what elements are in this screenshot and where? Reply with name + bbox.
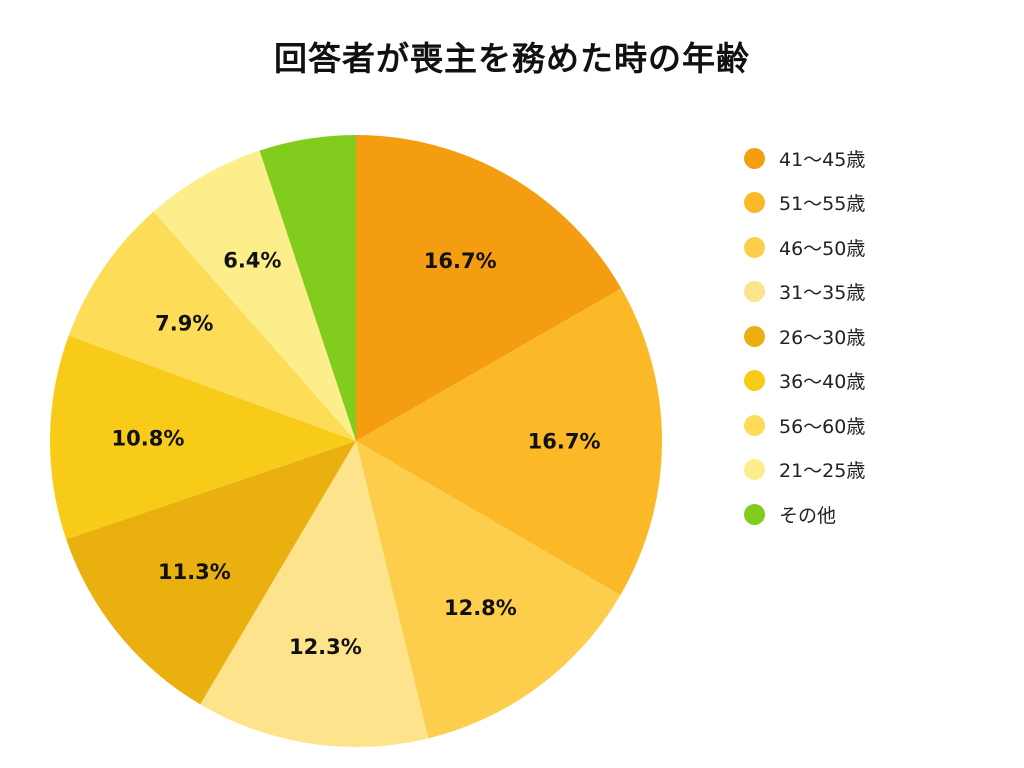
pie-slice: [259, 135, 356, 441]
legend-swatch-icon: [744, 370, 765, 392]
legend: 41〜45歳 51〜55歳 46〜50歳 31〜35歳 26〜30歳 36〜40歳 56〜6…: [744, 136, 865, 537]
pie-slice: [49, 335, 356, 540]
legend-swatch-icon: [744, 414, 765, 436]
slice-label: 16.7%: [528, 430, 601, 454]
legend-item: 36〜40歳: [744, 359, 865, 404]
pie-slice: [200, 441, 429, 748]
legend-swatch-icon: [744, 459, 765, 481]
legend-swatch-icon: [744, 281, 765, 303]
slice-label: 11.3%: [158, 560, 231, 584]
legend-label: 31〜35歳: [779, 282, 866, 305]
legend-item: 26〜30歳: [744, 314, 865, 359]
slice-label: 16.7%: [424, 249, 497, 273]
legend-item: 46〜50歳: [744, 225, 865, 270]
legend-label: 26〜30歳: [779, 326, 866, 349]
pie-slice: [356, 135, 622, 441]
legend-label: 21〜25歳: [779, 460, 866, 483]
legend-item: 41〜45歳: [744, 136, 865, 181]
legend-item: 56〜60歳: [744, 403, 865, 448]
legend-swatch-icon: [744, 192, 765, 214]
pie-slice: [68, 211, 356, 441]
legend-item: 31〜35歳: [744, 270, 865, 315]
legend-swatch-icon: [744, 147, 765, 169]
slice-label: 7.9%: [155, 312, 213, 336]
legend-swatch-icon: [744, 503, 765, 525]
legend-swatch-icon: [744, 325, 765, 347]
legend-label: 36〜40歳: [779, 371, 866, 394]
slice-label: 10.8%: [112, 426, 185, 450]
pie-slice: [356, 288, 662, 596]
legend-item: 21〜25歳: [744, 448, 865, 493]
slice-label: 12.3%: [289, 635, 362, 659]
legend-label: その他: [779, 504, 837, 527]
legend-item: 51〜55歳: [744, 181, 865, 226]
chart-title: 回答者が喪主を務めた時の年齢: [274, 39, 750, 78]
legend-label: 46〜50歳: [779, 237, 866, 260]
slice-label: 6.4%: [223, 249, 281, 273]
legend-swatch-icon: [744, 236, 765, 258]
slice-label: 12.8%: [444, 596, 517, 620]
pie-slice: [356, 441, 621, 739]
pie-slice: [153, 150, 356, 441]
legend-label: 51〜55歳: [779, 193, 866, 216]
pie-slice: [66, 441, 356, 705]
legend-label: 41〜45歳: [779, 148, 866, 171]
legend-label: 56〜60歳: [779, 415, 866, 438]
legend-item: その他: [744, 492, 865, 537]
